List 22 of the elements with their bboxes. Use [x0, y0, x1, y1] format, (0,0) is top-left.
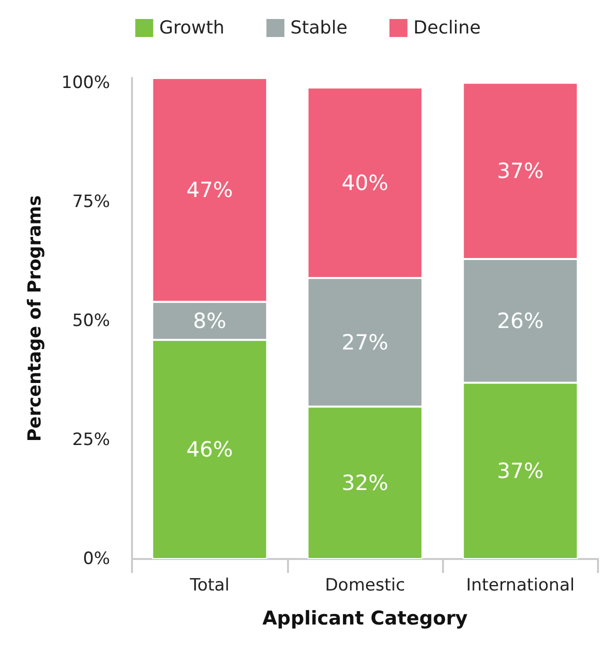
data-label: 37% [496, 458, 544, 483]
data-label: 47% [186, 178, 234, 202]
x-tick-label: Total [188, 576, 230, 596]
legend-label: Growth [159, 18, 224, 38]
legend-label: Stable [290, 18, 348, 38]
x-tick-label: International [466, 576, 575, 596]
y-tick-label: 25% [72, 430, 110, 450]
data-label: 8% [193, 308, 226, 333]
data-label: 46% [186, 437, 234, 462]
legend-label: Decline [413, 18, 481, 38]
data-label: 27% [342, 330, 388, 354]
x-tick-label: Domestic [324, 576, 406, 596]
y-tick-label: 100% [61, 72, 110, 93]
data-label: 32% [342, 470, 388, 495]
data-label: 37% [496, 158, 544, 183]
data-label: 26% [496, 308, 544, 333]
y-tick-label: 75% [72, 192, 110, 212]
data-label: 40% [342, 170, 388, 195]
y-tick-label: 50% [72, 310, 110, 331]
y-axis-title: Percentage of Programs [24, 195, 46, 442]
x-axis-title: Applicant Category [262, 608, 468, 630]
y-tick-label: 0% [83, 549, 110, 569]
